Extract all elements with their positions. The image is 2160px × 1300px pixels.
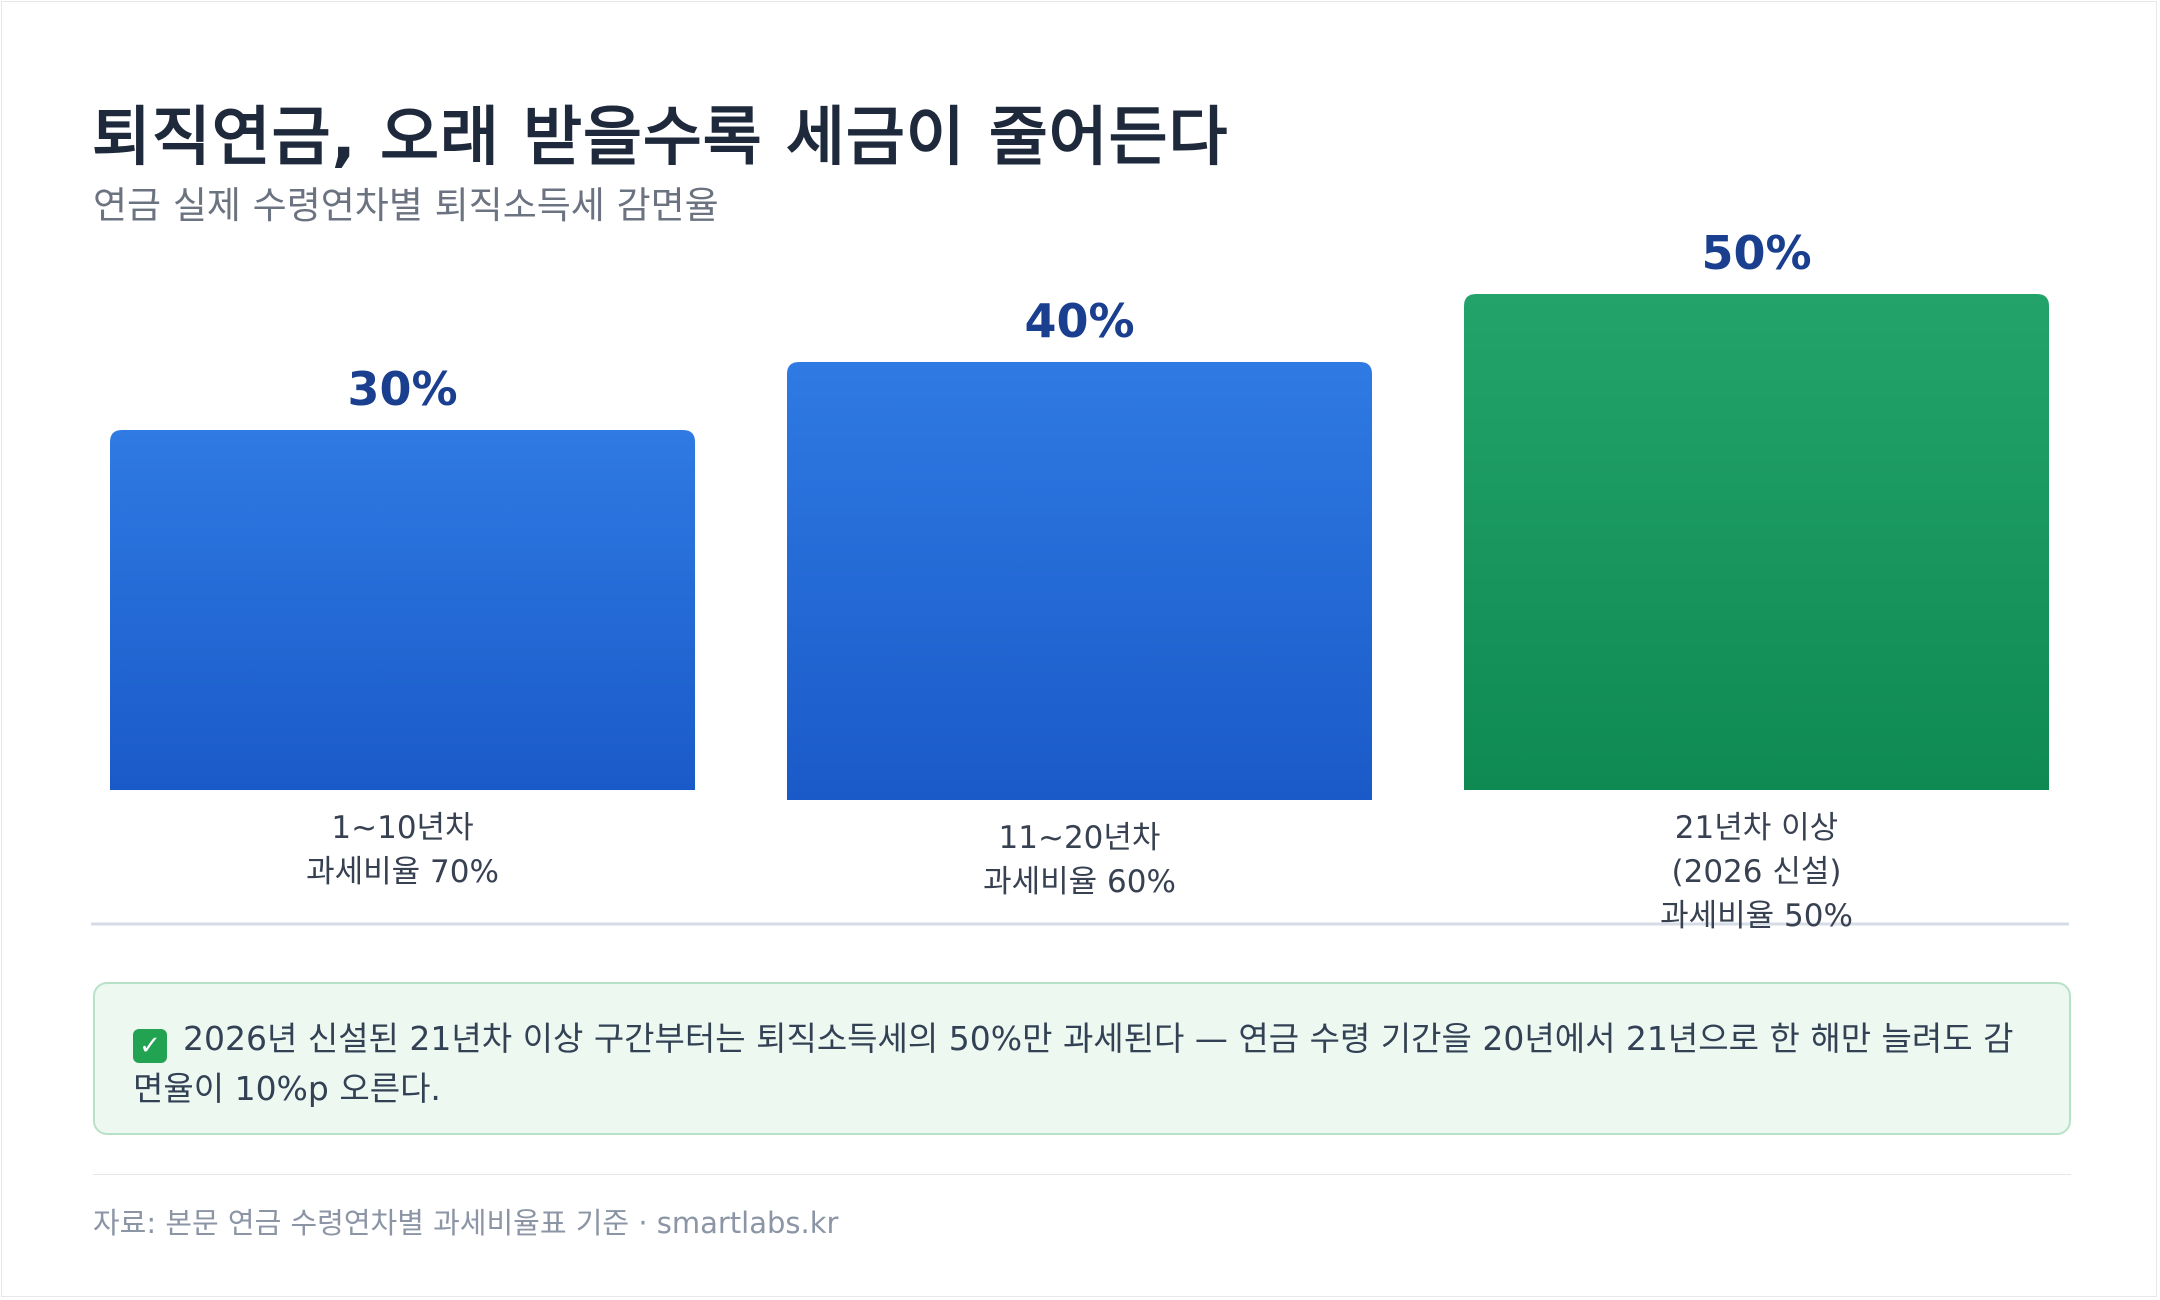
bar-2	[787, 362, 1372, 800]
check-mark-icon: ✓	[133, 1029, 167, 1063]
source-note: 자료: 본문 연금 수령연차별 과세비율표 기준 · smartlabs.kr	[93, 1206, 839, 1240]
chart-subtitle: 연금 실제 수령연차별 퇴직소득세 감면율	[93, 184, 719, 227]
category-label: 과세비율 70%	[306, 854, 499, 890]
chart-title: 퇴직연금, 오래 받을수록 세금이 줄어든다	[92, 101, 1229, 175]
bar-1	[110, 430, 695, 790]
category-label: 11~20년차	[999, 820, 1161, 856]
callout-text: 2026년 신설된 21년차 이상 구간부터는 퇴직소득세의 50%만 과세된다…	[133, 1019, 2014, 1108]
category-label: 과세비율 50%	[1660, 898, 1853, 934]
bar-value-label: 50%	[1701, 226, 1811, 280]
insight-callout: ✓ 2026년 신설된 21년차 이상 구간부터는 퇴직소득세의 50%만 과세된…	[93, 982, 2071, 1135]
category-label: (2026 신설)	[1672, 854, 1842, 890]
category-label: 21년차 이상	[1675, 810, 1838, 846]
category-label: 과세비율 60%	[983, 864, 1176, 900]
category-label: 1~10년차	[331, 810, 473, 846]
footer-divider	[93, 1174, 2071, 1175]
bar-3	[1464, 294, 2049, 790]
bar-value-label: 30%	[347, 362, 457, 416]
bar-value-label: 40%	[1024, 294, 1134, 348]
